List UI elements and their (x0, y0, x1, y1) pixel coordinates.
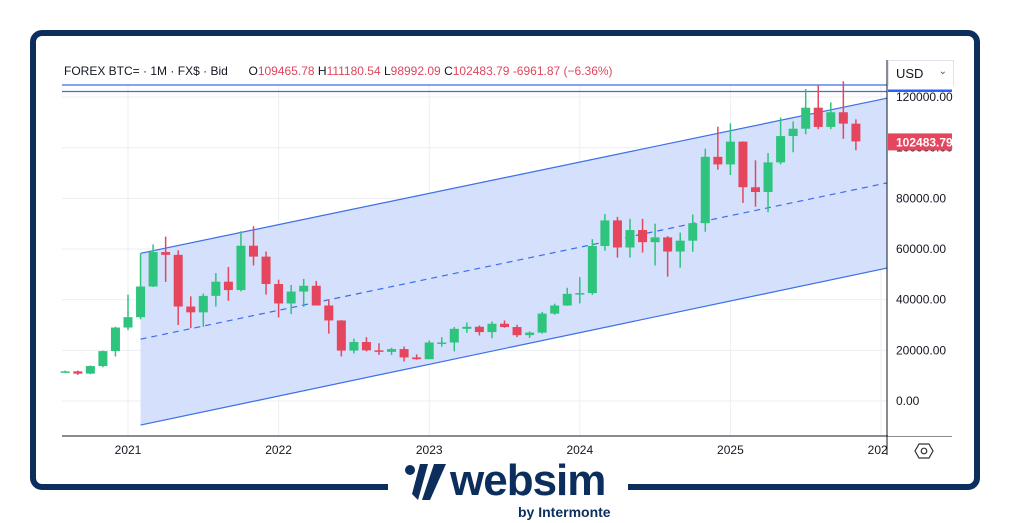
svg-text:120000.00: 120000.00 (896, 90, 953, 104)
source-label: FX$ (177, 64, 200, 78)
svg-text:0.00: 0.00 (896, 394, 920, 408)
settings-icon[interactable] (914, 441, 934, 461)
open-label: O (248, 64, 258, 78)
currency-label: USD (896, 66, 924, 81)
open-value: 109465.78 (257, 64, 315, 78)
separator: · (203, 64, 208, 78)
separator: · (143, 64, 148, 78)
svg-text:20000.00: 20000.00 (896, 343, 946, 357)
change-value: -6961.87 (−6.36%) (512, 64, 613, 78)
high-value: 111180.54 (326, 64, 381, 78)
chart-legend: FOREX BTC= · 1M · FX$ · Bid O109465.78 H… (64, 64, 613, 78)
svg-text:40000.00: 40000.00 (896, 293, 946, 307)
interval-label[interactable]: 1M (150, 64, 168, 78)
svg-text:2022: 2022 (265, 443, 292, 457)
svg-text:2023: 2023 (416, 443, 443, 457)
svg-text:80000.00: 80000.00 (896, 191, 946, 205)
currency-selector[interactable]: USD ⌄ (888, 60, 954, 86)
price-type-label: Bid (210, 64, 228, 78)
separator: · (170, 64, 175, 78)
low-label: L (383, 64, 391, 78)
low-value: 98992.09 (390, 64, 441, 78)
svg-text:2024: 2024 (566, 443, 593, 457)
chevron-down-icon: ⌄ (938, 66, 947, 77)
svg-text:2026: 2026 (868, 443, 895, 457)
close-value: 102483.79 (452, 64, 510, 78)
symbol-label[interactable]: FOREX BTC= (64, 64, 140, 78)
svg-text:2025: 2025 (717, 443, 744, 457)
close-label: C (444, 64, 453, 78)
high-label: H (317, 64, 327, 78)
websim-logo: websim by Intermonte (388, 456, 628, 523)
svg-text:2021: 2021 (115, 443, 142, 457)
svg-text:60000.00: 60000.00 (896, 242, 946, 256)
logo-subtitle: by Intermonte (518, 504, 611, 520)
svg-text:102483.79: 102483.79 (896, 135, 953, 149)
logo-wordmark: websim (450, 456, 606, 505)
